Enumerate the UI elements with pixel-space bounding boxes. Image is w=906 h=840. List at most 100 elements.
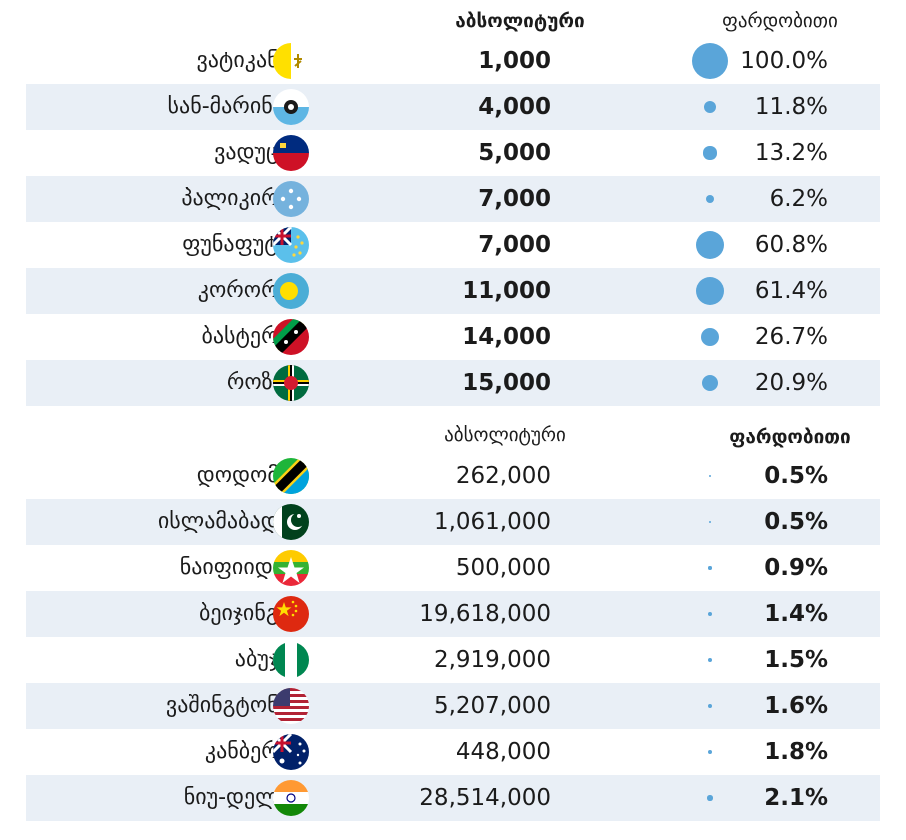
table-row: ვაშინგტონი 5,207,000 1.6%: [26, 683, 880, 729]
pakistan-flag-icon: [273, 504, 309, 540]
table-row: დოდომა 262,000 0.5%: [26, 453, 880, 499]
relative-value: 0.5%: [764, 509, 828, 535]
vatican-flag-icon: [273, 43, 309, 79]
relative-value: 6.2%: [769, 186, 828, 212]
absolute-value: 7,000: [478, 232, 551, 258]
relative-dot: [701, 374, 719, 392]
tanzania-flag-icon: [273, 458, 309, 494]
relative-dot-cell: [692, 268, 728, 314]
absolute-value: 500,000: [455, 555, 551, 581]
table-row: ბეიჯინგი 19,618,000 1.4%: [26, 591, 880, 637]
relative-dot-cell: [692, 222, 728, 268]
relative-dot-cell: [692, 130, 728, 176]
relative-dot: [695, 230, 725, 260]
relative-dot: [708, 566, 712, 570]
table-row: ფუნაფუტი 7,000 60.8%: [26, 222, 880, 268]
absolute-value: 1,000: [478, 48, 551, 74]
absolute-value: 15,000: [462, 370, 551, 396]
table-row: ნაიფიიდო 500,000 0.9%: [26, 545, 880, 591]
relative-value: 1.6%: [764, 693, 828, 719]
relative-dot-cell: [692, 591, 728, 637]
relative-value: 1.5%: [764, 647, 828, 673]
tuvalu-flag-icon: [273, 227, 309, 263]
absolute-value: 1,061,000: [433, 509, 551, 535]
relative-dot: [700, 327, 720, 347]
relative-dot: [707, 749, 713, 755]
relative-dot: [708, 520, 712, 524]
table-row: ნიუ-დელი 28,514,000 2.1%: [26, 775, 880, 821]
saint-kitts-flag-icon: [273, 319, 309, 355]
relative-dot: [703, 146, 717, 160]
table-row: აბუჯა 2,919,000 1.5%: [26, 637, 880, 683]
relative-value: 13.2%: [754, 140, 828, 166]
city-name: ფუნაფუტი: [182, 232, 290, 257]
city-name: ვაშინგტონი: [165, 693, 290, 718]
relative-value: 0.9%: [764, 555, 828, 581]
city-name: სან-მარინო: [167, 94, 290, 119]
relative-dot: [707, 703, 713, 709]
dominica-flag-icon: [273, 365, 309, 401]
header-absolute: აბსოლიტური: [444, 424, 566, 446]
table-row: კორორი 11,000 61.4%: [26, 268, 880, 314]
san-marino-flag-icon: [273, 89, 309, 125]
relative-dot: [708, 474, 712, 478]
nigeria-flag-icon: [273, 642, 309, 678]
absolute-value: 19,618,000: [419, 601, 551, 627]
china-flag-icon: [273, 596, 309, 632]
relative-dot: [703, 100, 717, 114]
table-row: ბასტერი 14,000 26.7%: [26, 314, 880, 360]
relative-dot-cell: [692, 453, 728, 499]
relative-value: 20.9%: [754, 370, 828, 396]
table-row: ვადუცი 5,000 13.2%: [26, 130, 880, 176]
absolute-value: 448,000: [455, 739, 551, 765]
absolute-value: 11,000: [462, 278, 551, 304]
palau-flag-icon: [273, 273, 309, 309]
table-row: ისლამაბადი 1,061,000 0.5%: [26, 499, 880, 545]
relative-dot-cell: [692, 499, 728, 545]
relative-dot-cell: [692, 314, 728, 360]
myanmar-flag-icon: [273, 550, 309, 586]
header-relative: ფარდობითი: [722, 10, 838, 32]
city-name: პალიკირი: [181, 186, 290, 211]
australia-flag-icon: [273, 734, 309, 770]
absolute-value: 5,207,000: [433, 693, 551, 719]
absolute-value: 5,000: [478, 140, 551, 166]
india-flag-icon: [273, 780, 309, 816]
relative-dot-cell: [692, 545, 728, 591]
table-row: პალიკირი 7,000 6.2%: [26, 176, 880, 222]
usa-flag-icon: [273, 688, 309, 724]
relative-dot: [707, 657, 713, 663]
absolute-value: 4,000: [478, 94, 551, 120]
relative-dot-cell: [692, 729, 728, 775]
relative-value: 1.4%: [764, 601, 828, 627]
table-row: კანბერა 448,000 1.8%: [26, 729, 880, 775]
relative-dot-cell: [692, 360, 728, 406]
relative-dot: [707, 611, 713, 617]
relative-dot: [695, 276, 725, 306]
micronesia-flag-icon: [273, 181, 309, 217]
relative-value: 11.8%: [754, 94, 828, 120]
city-name: ისლამაბადი: [157, 509, 290, 534]
relative-dot: [705, 194, 715, 204]
relative-value: 2.1%: [764, 785, 828, 811]
relative-value: 60.8%: [754, 232, 828, 258]
absolute-value: 7,000: [478, 186, 551, 212]
table-row: სან-მარინო 4,000 11.8%: [26, 84, 880, 130]
relative-value: 100.0%: [740, 48, 828, 74]
header-relative: ფარდობითი: [729, 426, 851, 448]
relative-value: 1.8%: [764, 739, 828, 765]
relative-dot-cell: [692, 38, 728, 84]
liechtenstein-flag-icon: [273, 135, 309, 171]
table-row: ვატიკანი 1,000 100.0%: [26, 38, 880, 84]
relative-value: 61.4%: [754, 278, 828, 304]
absolute-value: 2,919,000: [433, 647, 551, 673]
table-row: როზო 15,000 20.9%: [26, 360, 880, 406]
relative-dot: [707, 795, 713, 801]
absolute-value: 14,000: [462, 324, 551, 350]
relative-dot-cell: [692, 637, 728, 683]
absolute-value: 262,000: [455, 463, 551, 489]
header-absolute: აბსოლიტური: [455, 10, 585, 32]
relative-dot-cell: [692, 84, 728, 130]
relative-dot-cell: [692, 683, 728, 729]
absolute-value: 28,514,000: [419, 785, 551, 811]
